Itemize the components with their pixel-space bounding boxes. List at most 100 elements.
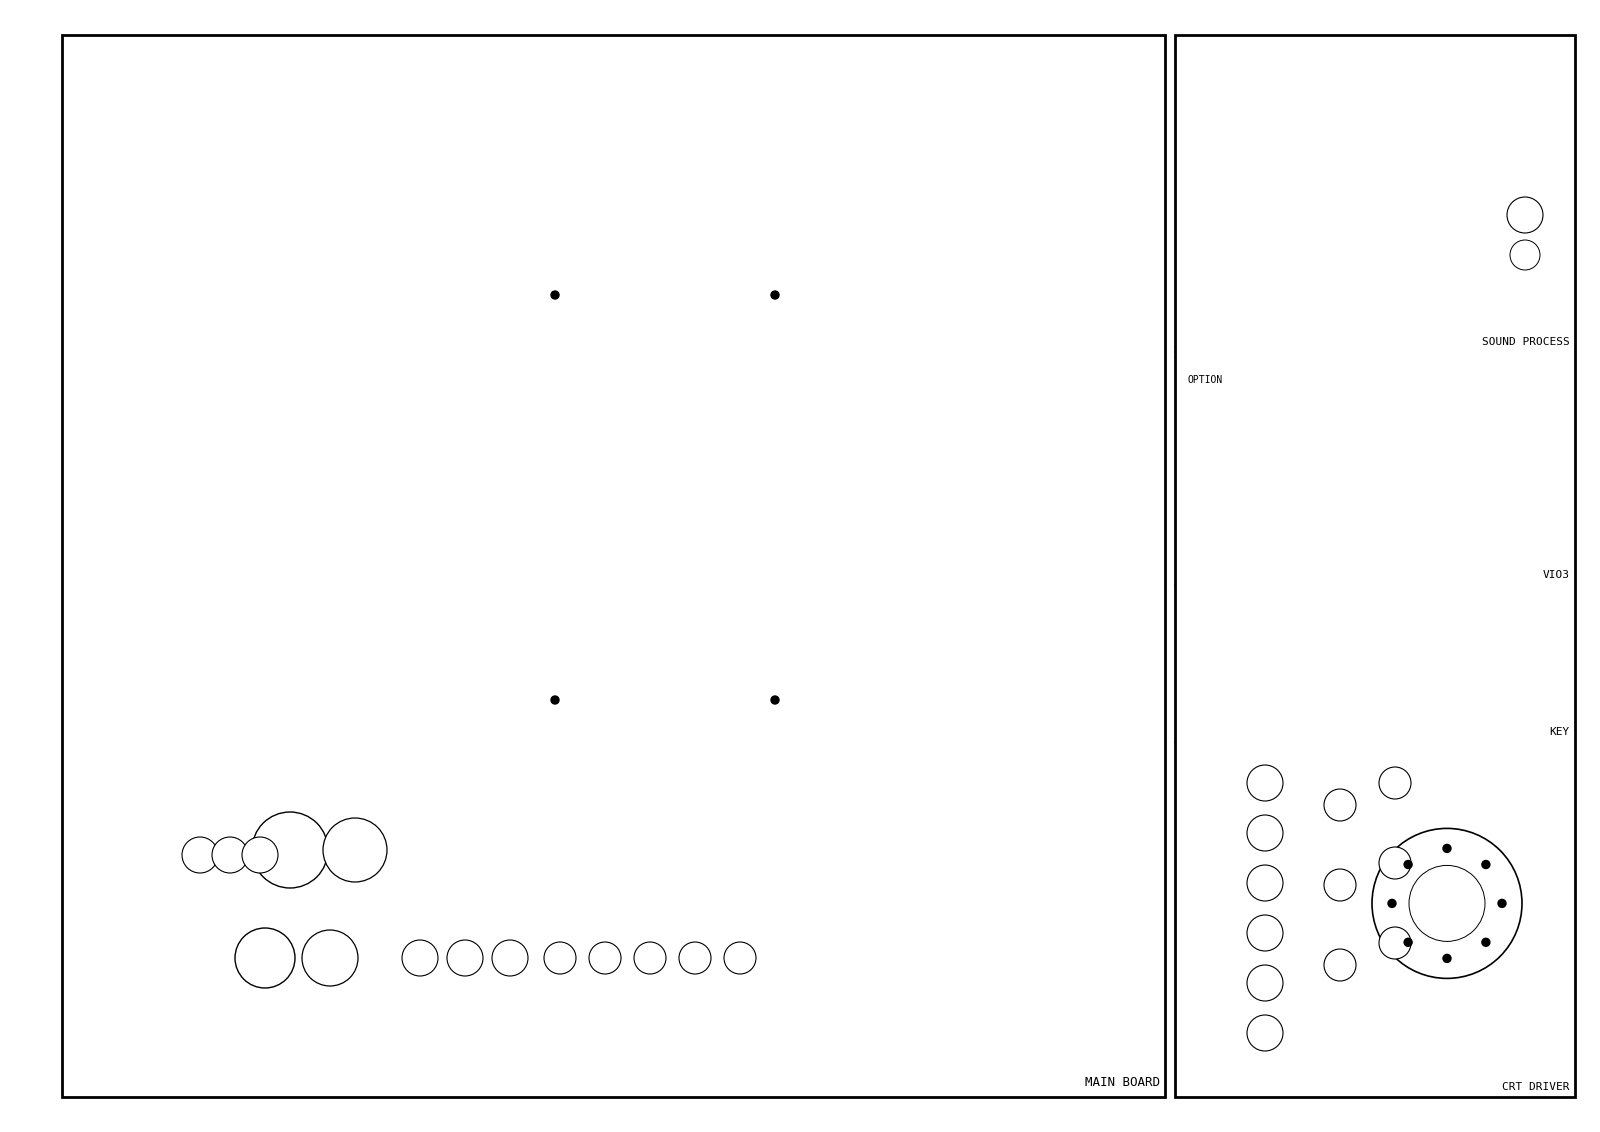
Circle shape — [1325, 869, 1357, 901]
Bar — [1386, 70, 1410, 88]
Bar — [221, 855, 259, 880]
Bar — [418, 575, 443, 591]
Bar — [734, 82, 765, 144]
Bar — [317, 162, 341, 177]
Circle shape — [493, 940, 528, 976]
Bar — [245, 575, 277, 595]
Bar — [240, 240, 269, 256]
Circle shape — [1507, 197, 1542, 233]
Bar — [339, 190, 368, 206]
Bar — [62, 35, 1165, 1097]
Bar — [950, 82, 979, 144]
Text: VIO3: VIO3 — [1542, 571, 1570, 580]
Bar — [440, 910, 475, 935]
Bar — [285, 130, 315, 151]
Bar — [339, 215, 368, 231]
Bar — [290, 365, 318, 381]
Bar — [1374, 430, 1403, 451]
Bar — [510, 544, 534, 561]
Bar — [1315, 1041, 1435, 1082]
Bar — [450, 265, 478, 281]
Bar — [70, 604, 102, 655]
Bar — [800, 604, 826, 621]
Bar — [510, 575, 534, 591]
Bar — [450, 240, 478, 256]
Bar — [490, 910, 525, 935]
Bar — [790, 155, 818, 171]
Bar — [1413, 430, 1442, 451]
Bar — [555, 700, 1005, 730]
Bar — [330, 130, 360, 151]
Bar — [325, 604, 350, 621]
Bar — [720, 245, 749, 261]
Bar — [1182, 80, 1229, 300]
Bar — [365, 575, 386, 595]
Circle shape — [446, 940, 483, 976]
Bar — [450, 290, 478, 306]
Bar — [150, 895, 182, 915]
Bar — [755, 245, 782, 261]
Bar — [221, 815, 259, 840]
Circle shape — [253, 812, 328, 887]
Bar — [450, 365, 478, 381]
Circle shape — [1379, 767, 1411, 799]
Bar — [1235, 610, 1258, 628]
Bar — [1235, 75, 1365, 295]
Bar — [1374, 633, 1400, 653]
Bar — [1291, 670, 1314, 688]
Bar — [440, 295, 541, 475]
Bar — [221, 970, 259, 1000]
Bar — [70, 300, 102, 380]
Bar — [650, 575, 675, 591]
Bar — [310, 92, 358, 120]
Circle shape — [550, 291, 558, 299]
Bar — [506, 365, 533, 381]
Bar — [1490, 860, 1560, 910]
Circle shape — [242, 837, 278, 873]
Bar — [395, 265, 422, 281]
Bar — [1374, 603, 1400, 623]
Bar — [680, 575, 706, 591]
Circle shape — [771, 291, 779, 299]
Circle shape — [1325, 949, 1357, 981]
Bar — [650, 664, 675, 681]
Bar — [650, 635, 675, 651]
Bar — [165, 855, 210, 880]
Bar — [150, 835, 182, 855]
Circle shape — [1443, 844, 1451, 852]
Bar — [395, 365, 422, 381]
Circle shape — [1482, 938, 1490, 946]
Bar — [290, 192, 320, 211]
Bar — [365, 604, 390, 621]
Bar — [419, 840, 453, 860]
Circle shape — [402, 940, 438, 976]
Bar — [70, 215, 102, 260]
Bar — [1115, 360, 1157, 415]
Bar — [680, 635, 706, 651]
Bar — [1291, 610, 1314, 628]
Bar — [685, 155, 714, 171]
Bar — [275, 935, 310, 960]
Bar — [285, 631, 310, 646]
Bar — [290, 215, 318, 231]
Bar — [390, 252, 418, 268]
Bar — [510, 635, 534, 651]
Bar — [450, 215, 478, 231]
Bar — [755, 155, 782, 171]
Bar — [1526, 400, 1555, 420]
Circle shape — [1246, 964, 1283, 1001]
Bar — [240, 290, 269, 306]
Bar — [165, 935, 200, 960]
Bar — [685, 245, 714, 261]
Bar — [390, 222, 418, 238]
Bar — [461, 840, 493, 860]
Bar — [1221, 470, 1248, 488]
Bar — [650, 215, 678, 231]
Bar — [450, 544, 475, 561]
Bar — [354, 162, 379, 177]
Bar — [515, 255, 542, 271]
Bar — [1182, 470, 1211, 488]
Bar — [339, 340, 368, 355]
Bar — [70, 664, 102, 715]
Bar — [1490, 400, 1517, 420]
